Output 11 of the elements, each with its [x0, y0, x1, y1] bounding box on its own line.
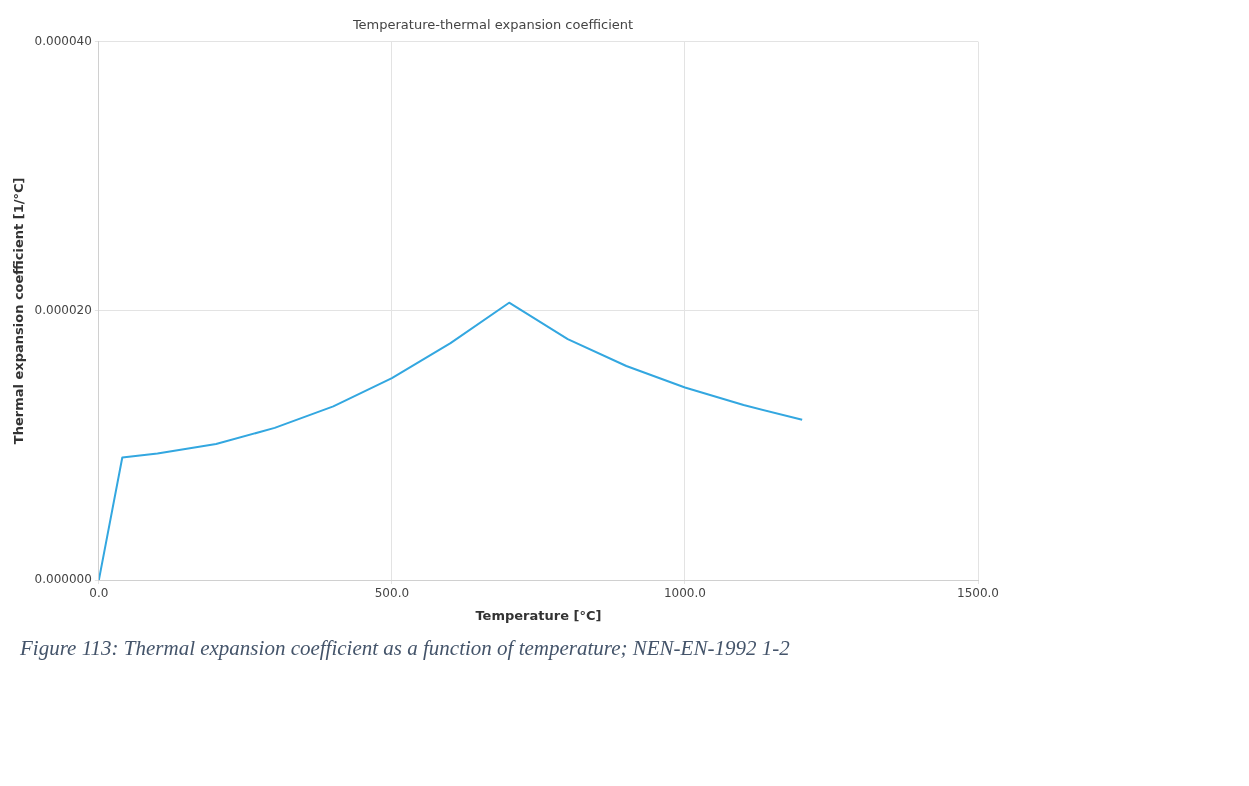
- x-tick-label: 1500.0: [957, 586, 999, 601]
- chart-title: Temperature-thermal expansion coefficient: [351, 17, 634, 33]
- y-tick-label: 0.000020: [34, 302, 92, 317]
- x-axis-title: Temperature [°C]: [475, 607, 602, 623]
- x-tick-label: 500.0: [374, 586, 410, 601]
- y-tick-label: 0.000000: [34, 572, 92, 587]
- y-axis-title: Thermal expansion coefficient [1/°C]: [11, 177, 27, 445]
- x-tick-label: 0.0: [89, 586, 109, 601]
- y-tick-label: 0.000040: [34, 33, 92, 48]
- caption: Figure 113: Thermal expansion coefficient as a function of temperature; NEN-EN-1992 1-2: [20, 636, 791, 661]
- x-tick-label: 1000.0: [663, 586, 706, 601]
